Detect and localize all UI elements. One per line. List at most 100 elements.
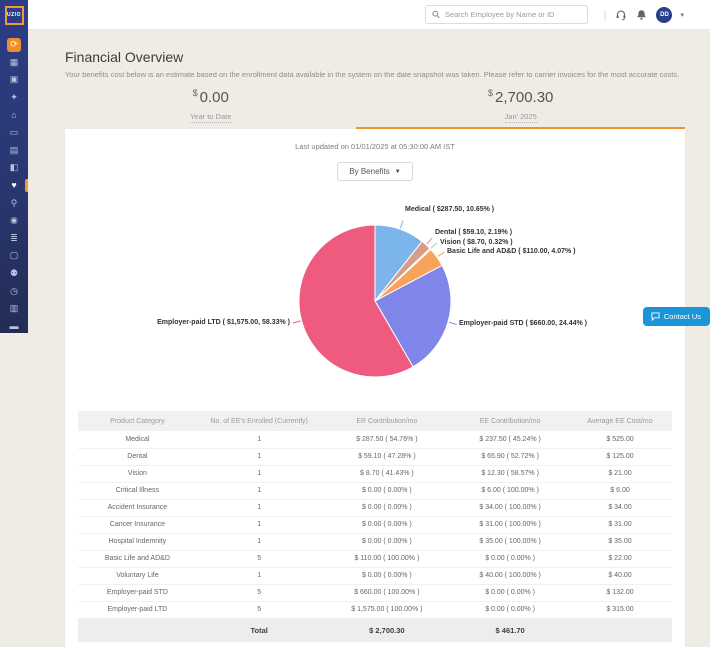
benefits-pie-chart: Medical ( $287.50, 10.65% ) Dental ( $59… [78, 186, 672, 411]
table-row: Hospital Indemnity 1 $ 0.00 ( 0.00% ) $ 35.… [78, 533, 672, 551]
page-title: Financial Overview [65, 49, 184, 65]
workstation-icon: ⚉ [9, 268, 19, 279]
reports-icon: ▢ [9, 250, 19, 261]
table-header-row: Product Category No. of EE's Enrolled (C… [78, 411, 672, 431]
main-content: Financial Overview Your benefits cost be… [28, 30, 710, 647]
pie-label-basic-life: Basic Life and AD&D ( $110.00, 4.07% ) [447, 248, 576, 255]
currency-sign: $ [192, 88, 198, 98]
sidebar-nav: ⟳ ▦ ▣ ✦ ⌂ ▭ ▤ ◧ ♥ ⚲ ◉ ≣ ▢ ⚉ ◷ ▥ ▬ [0, 30, 28, 335]
contact-us-button[interactable]: Contact Us [642, 307, 710, 326]
table-row: Medical 1 $ 287.50 ( 54.76% ) $ 237.50 ( 45… [78, 431, 672, 449]
sidebar-item-dashboard[interactable]: ▦ [0, 54, 28, 72]
benefits-icon: ♥ [11, 180, 17, 191]
sidebar-item-user-shield[interactable]: ◉ [0, 212, 28, 230]
support-headset-icon[interactable] [614, 8, 627, 21]
ytd-label: Year to Date [189, 112, 232, 123]
sidebar-item-ai-sparkle[interactable]: ✦ [0, 89, 28, 107]
table-row: Cancer Insurance 1 $ 0.00 ( 0.00% ) $ 31.00… [78, 516, 672, 534]
id-card-icon: ▭ [9, 127, 19, 138]
table-row: Accident Insurance 1 $ 0.00 ( 0.00% ) $ 34.… [78, 499, 672, 517]
uzio-logo-mark: UZIO [4, 5, 24, 25]
topbar-divider: | [603, 8, 607, 21]
col-ees-enrolled: No. of EE's Enrolled (Currently) [196, 411, 322, 431]
time-clock-icon: ◷ [10, 285, 18, 296]
documents-icon: ▤ [9, 144, 19, 155]
pie-label-dental: Dental ( $59.10, 2.19% ) [435, 229, 513, 236]
last-updated-text: Last updated on 01/01/2025 at 05:30:00 A… [295, 142, 455, 151]
employee-search[interactable] [424, 5, 588, 24]
employees-icon: ▣ [9, 74, 19, 85]
notifications-bell-icon[interactable] [635, 8, 648, 21]
pie-callout-line [426, 237, 433, 245]
people-search-icon: ⚲ [10, 197, 18, 208]
sidebar-item-tasks[interactable]: ≣ [0, 230, 28, 248]
sidebar-item-id-card[interactable]: ▭ [0, 124, 28, 142]
currency-sign: $ [487, 88, 493, 98]
period-tabs: $0.00 Year to Date $2,700.30 Jan' 2025 [65, 85, 685, 129]
total-label: Total [196, 618, 322, 642]
month-label: Jan' 2025 [504, 112, 537, 123]
table-row: Employer-paid LTD 5 $ 1,575.00 ( 100.00% )… [78, 601, 672, 619]
month-amount: $2,700.30 [487, 88, 554, 106]
total-er: $ 2,700.30 [321, 618, 453, 642]
payroll-case-icon: ◧ [9, 162, 19, 173]
table-row: Voluntary Life 1 $ 0.00 ( 0.00% ) $ 40.00 (… [78, 567, 672, 585]
profile-chevron-down-icon[interactable]: ▾ [680, 11, 684, 19]
col-ee-contribution: EE Contribution/mo [452, 411, 569, 431]
sidebar-item-employees[interactable]: ▣ [0, 71, 28, 89]
search-input[interactable] [444, 10, 581, 19]
topbar: | DD ▾ [28, 0, 710, 30]
analytics-icon: ▥ [9, 303, 19, 314]
financial-card: Last updated on 01/01/2025 at 05:30:00 A… [65, 129, 685, 647]
sidebar-item-payroll-case[interactable]: ◧ [0, 159, 28, 177]
pie-label-medical: Medical ( $287.50, 10.65% ) [405, 206, 495, 213]
sidebar: UZIO ⟳ ▦ ▣ ✦ ⌂ ▭ ▤ ◧ ♥ ⚲ ◉ ≣ ▢ ⚉ ◷ ▥ ▬ [0, 0, 28, 333]
pie-slice-employer-paid-std[interactable] [374, 264, 452, 368]
sidebar-item-benefits[interactable]: ♥ [0, 177, 28, 195]
dashboard-icon: ▦ [9, 56, 19, 67]
sidebar-item-travel-case[interactable]: ▬ [0, 318, 28, 336]
table-row: Dental 1 $ 59.10 ( 47.28% ) $ 65.90 ( 52.72… [78, 448, 672, 466]
ytd-amount: $0.00 [192, 88, 229, 106]
ai-sparkle-icon: ✦ [10, 92, 18, 103]
sidebar-item-people-search[interactable]: ⚲ [0, 194, 28, 212]
tab-jan-2025[interactable]: $2,700.30 Jan' 2025 [356, 85, 685, 129]
pie-callout-line [292, 320, 301, 324]
pie-label-employer-paid-std: Employer-paid STD ( $660.00, 24.44% ) [459, 320, 587, 327]
by-benefits-dropdown[interactable]: By Benefits ▼ [337, 162, 413, 181]
user-avatar[interactable]: DD [656, 6, 673, 23]
sidebar-item-home-sync[interactable]: ⟳ [0, 36, 28, 54]
pie-callout-line [399, 220, 404, 229]
sidebar-item-reports[interactable]: ▢ [0, 247, 28, 265]
sidebar-item-documents[interactable]: ▤ [0, 142, 28, 160]
tasks-icon: ≣ [10, 232, 18, 243]
sidebar-item-workstation[interactable]: ⚉ [0, 265, 28, 283]
user-shield-icon: ◉ [10, 215, 18, 226]
cost-table: Product Category No. of EE's Enrolled (C… [78, 411, 672, 642]
home-sync-icon: ⟳ [7, 37, 21, 52]
page-subtitle: Your benefits cost below is an estimate … [65, 70, 680, 79]
sidebar-item-analytics[interactable]: ▥ [0, 300, 28, 318]
total-ee: $ 461.70 [452, 618, 569, 642]
table-row: Employer-paid STD 5 $ 660.00 ( 100.00% ) $ … [78, 584, 672, 602]
pie-svg[interactable] [78, 186, 672, 411]
table-row: Basic Life and AD&D 5 $ 110.00 ( 100.00% )… [78, 550, 672, 568]
sidebar-item-company[interactable]: ⌂ [0, 106, 28, 124]
col-product-category: Product Category [78, 411, 197, 431]
table-row: Vision 1 $ 8.70 ( 41.43% ) $ 12.30 ( 58.57%… [78, 465, 672, 483]
pie-callout-line [430, 242, 438, 249]
col-er-contribution: ER Contribution/mo [321, 411, 453, 431]
pie-label-vision: Vision ( $8.70, 0.32% ) [440, 239, 513, 246]
travel-case-icon: ▬ [9, 320, 19, 331]
pie-label-employer-paid-ltd: Employer-paid LTD ( $1,575.00, 58.33% ) [157, 319, 290, 326]
pie-callout-line [437, 251, 445, 257]
table-total-row: Total $ 2,700.30 $ 461.70 [78, 618, 672, 642]
uzio-logo[interactable]: UZIO [0, 0, 28, 30]
tab-year-to-date[interactable]: $0.00 Year to Date [65, 85, 356, 129]
col-avg-ee-cost: Average EE Cost/mo [568, 411, 672, 431]
sidebar-item-time-clock[interactable]: ◷ [0, 282, 28, 300]
table-row: Critical Illness 1 $ 0.00 ( 0.00% ) $ 6.00 … [78, 482, 672, 500]
chevron-down-icon: ▼ [394, 168, 401, 175]
pie-slice-employer-paid-ltd[interactable] [298, 224, 414, 378]
